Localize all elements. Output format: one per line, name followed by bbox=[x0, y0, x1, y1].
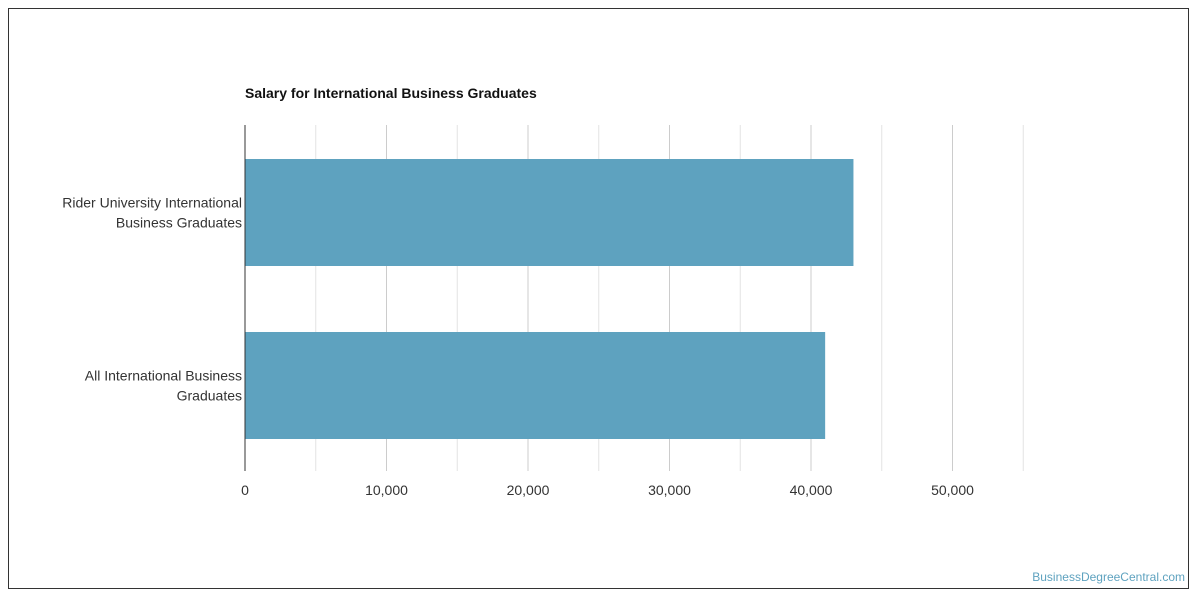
x-tick-label: 10,000 bbox=[365, 482, 408, 498]
bars bbox=[245, 159, 854, 439]
chart-frame bbox=[8, 8, 1189, 589]
x-tick-label: 0 bbox=[241, 482, 249, 498]
category-label: Rider University International bbox=[62, 195, 242, 211]
x-tick-label: 20,000 bbox=[507, 482, 550, 498]
x-tick-labels: 0 10,000 20,000 30,000 40,000 50,000 bbox=[241, 482, 974, 498]
bar[interactable] bbox=[245, 332, 826, 439]
chart-title: Salary for International Business Gradua… bbox=[245, 85, 537, 101]
category-label: Graduates bbox=[177, 388, 242, 404]
credit-link[interactable]: BusinessDegreeCentral.com bbox=[1032, 570, 1185, 584]
x-tick-label: 40,000 bbox=[790, 482, 833, 498]
category-labels: Rider University International Business G… bbox=[62, 195, 242, 404]
x-tick-label: 30,000 bbox=[648, 482, 691, 498]
category-label: All International Business bbox=[85, 368, 242, 384]
bar[interactable] bbox=[245, 159, 854, 266]
x-tick-label: 50,000 bbox=[931, 482, 974, 498]
category-label: Business Graduates bbox=[116, 215, 242, 231]
